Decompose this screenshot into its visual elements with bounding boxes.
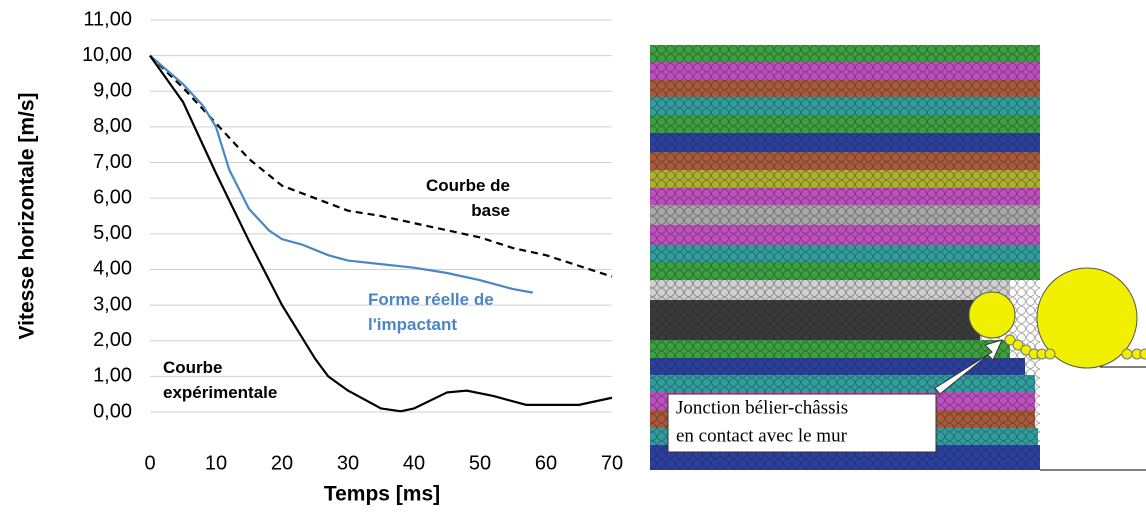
series-line bbox=[149, 54, 613, 413]
series-line bbox=[149, 54, 613, 278]
x-tick-label: 70 bbox=[601, 452, 623, 474]
x-tick-label: 60 bbox=[535, 452, 557, 474]
y-tick-label: 7,00 bbox=[93, 151, 132, 173]
x-tick-label: 0 bbox=[144, 452, 155, 474]
x-tick-label: 20 bbox=[271, 452, 293, 474]
y-tick-label: 1,00 bbox=[93, 365, 132, 387]
y-tick-label: 5,00 bbox=[93, 222, 132, 244]
series-label: Forme réelle de l'impactant bbox=[368, 290, 494, 334]
y-tick-label: 9,00 bbox=[93, 80, 132, 102]
y-tick-label: 2,00 bbox=[93, 329, 132, 351]
y-tick-label: 10,00 bbox=[82, 44, 132, 66]
x-tick-label: 30 bbox=[337, 452, 359, 474]
annotation-line: Jonction bélier-châssis bbox=[676, 397, 848, 418]
simulation-wall bbox=[650, 45, 1146, 471]
x-tick-label: 50 bbox=[469, 452, 491, 474]
x-tick-label: 10 bbox=[205, 452, 227, 474]
x-axis-title: Temps [ms] bbox=[324, 483, 440, 506]
annotation-line: en contact avec le mur bbox=[676, 425, 848, 446]
y-axis-title: Vitesse horizontale [m/s] bbox=[16, 92, 39, 339]
y-tick-label: 3,00 bbox=[93, 293, 132, 315]
series-line bbox=[149, 54, 533, 294]
series-label: Courbe de base bbox=[425, 176, 510, 220]
x-tick-label: 40 bbox=[403, 452, 425, 474]
y-tick-label: 11,00 bbox=[83, 8, 132, 30]
y-tick-label: 4,00 bbox=[93, 258, 132, 280]
series-label: Courbe expérimentale bbox=[163, 358, 278, 402]
y-tick-label: 8,00 bbox=[93, 115, 132, 137]
y-tick-label: 0,00 bbox=[93, 400, 132, 422]
y-tick-label: 6,00 bbox=[93, 186, 132, 208]
